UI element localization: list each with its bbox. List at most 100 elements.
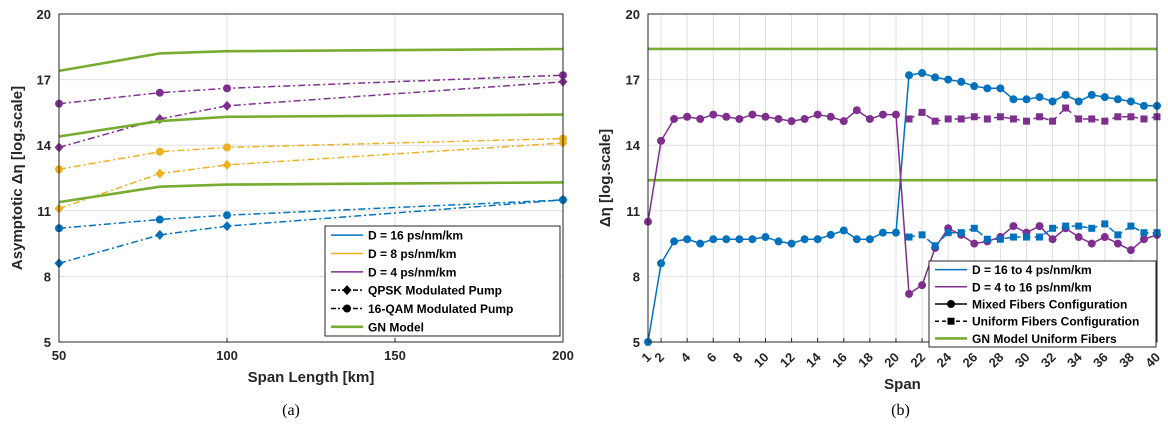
data-point	[1087, 90, 1096, 99]
data-point	[970, 239, 979, 248]
x-tick-label: 26	[960, 350, 981, 371]
data-point	[970, 82, 979, 91]
x-tick-label: 8	[730, 350, 746, 366]
data-point	[1101, 220, 1109, 228]
data-point	[996, 235, 1004, 243]
data-point	[155, 88, 164, 97]
data-point	[1114, 231, 1122, 239]
data-point	[1009, 222, 1018, 231]
y-tick-label: 17	[37, 73, 51, 88]
data-point	[957, 77, 966, 86]
data-point	[852, 235, 861, 244]
data-point	[1114, 113, 1122, 121]
data-point	[983, 115, 991, 123]
x-tick-label: 1	[638, 350, 654, 366]
x-tick-label: 34	[1064, 349, 1085, 370]
x-tick-label: 18	[855, 350, 876, 371]
legend-marker	[342, 285, 352, 296]
data-point	[670, 114, 679, 123]
data-point	[696, 114, 705, 123]
data-point	[735, 235, 744, 244]
legend-label: GN Model	[368, 320, 424, 334]
data-point	[957, 229, 965, 237]
legend: D = 16 to 4 ps/nm/km D = 4 to 16 ps/nm/km…	[928, 260, 1157, 348]
x-tick-label: 36	[1090, 350, 1111, 371]
legend-label: D = 8 ps/nm/km	[368, 247, 456, 261]
x-tick-label: 22	[907, 350, 928, 371]
data-point	[891, 110, 900, 119]
x-axis-label: Span	[884, 376, 921, 393]
y-tick-label: 8	[633, 269, 640, 284]
data-point	[223, 211, 231, 220]
data-point	[748, 110, 757, 119]
data-point	[878, 228, 887, 237]
data-point	[1022, 233, 1030, 241]
data-point	[865, 114, 874, 123]
data-point	[931, 242, 939, 250]
data-point	[709, 110, 718, 119]
data-point	[155, 215, 164, 224]
y-tick-label: 17	[626, 73, 640, 88]
data-point	[905, 233, 913, 241]
data-point	[222, 100, 232, 111]
data-point	[1074, 97, 1083, 106]
data-point	[970, 113, 978, 121]
legend-label: 16-QAM Modulated Pump	[368, 302, 513, 316]
legend-label: Mixed Fibers Configuration	[972, 298, 1127, 312]
x-tick-label: 12	[777, 350, 798, 371]
data-point	[996, 113, 1004, 121]
plot-area-frame	[58, 13, 564, 343]
series-line	[58, 81, 564, 149]
data-point	[761, 233, 770, 242]
y-tick-label: 5	[633, 335, 640, 350]
y-tick-label: 14	[37, 138, 52, 153]
data-point	[774, 237, 783, 246]
data-point	[931, 117, 939, 125]
data-point	[878, 110, 887, 119]
legend-marker	[947, 300, 955, 308]
data-point	[1035, 93, 1044, 102]
x-tick-label: 20	[881, 350, 902, 371]
data-point	[970, 224, 978, 232]
panel-label: (b)	[891, 402, 910, 419]
data-point	[222, 221, 232, 232]
legend: D = 16 ps/nm/km D = 8 ps/nm/km D = 4 ps/nm…	[324, 225, 561, 337]
data-point	[1101, 117, 1109, 125]
data-point	[1127, 113, 1135, 121]
data-point	[1139, 101, 1148, 110]
data-point	[1127, 222, 1135, 230]
x-tick-label: 30	[1012, 350, 1033, 371]
series-line	[647, 109, 1158, 296]
data-point	[774, 114, 783, 123]
data-point	[944, 115, 952, 123]
y-axis-label: Δη [log.scale]	[597, 129, 614, 227]
legend-label: D = 4 to 16 ps/nm/km	[972, 280, 1092, 294]
series-line	[58, 181, 564, 204]
data-point	[1140, 229, 1148, 237]
data-point	[839, 226, 848, 235]
x-tick-label: 40	[1142, 350, 1163, 371]
data-point	[1009, 115, 1017, 123]
data-point	[722, 235, 731, 244]
x-tick-label: 38	[1116, 350, 1137, 371]
data-point	[1113, 239, 1122, 248]
data-point	[657, 136, 666, 145]
legend-label: Uniform Fibers Configuration	[972, 315, 1139, 329]
x-tick-label: 28	[986, 350, 1007, 371]
data-point	[761, 112, 770, 121]
y-tick-label: 14	[626, 138, 641, 153]
plot-area-frame	[647, 13, 1158, 343]
legend-label: D = 16 ps/nm/km	[368, 229, 463, 243]
x-tick-label: 200	[552, 348, 574, 363]
x-tick-label: 32	[1038, 350, 1059, 371]
data-point	[155, 168, 165, 179]
y-tick-label: 20	[626, 7, 640, 22]
data-point	[748, 235, 757, 244]
data-point	[839, 117, 848, 126]
data-point	[1009, 95, 1018, 104]
data-point	[983, 235, 991, 243]
y-tick-label: 11	[626, 204, 640, 219]
data-point	[983, 84, 992, 93]
series-line	[58, 113, 564, 138]
